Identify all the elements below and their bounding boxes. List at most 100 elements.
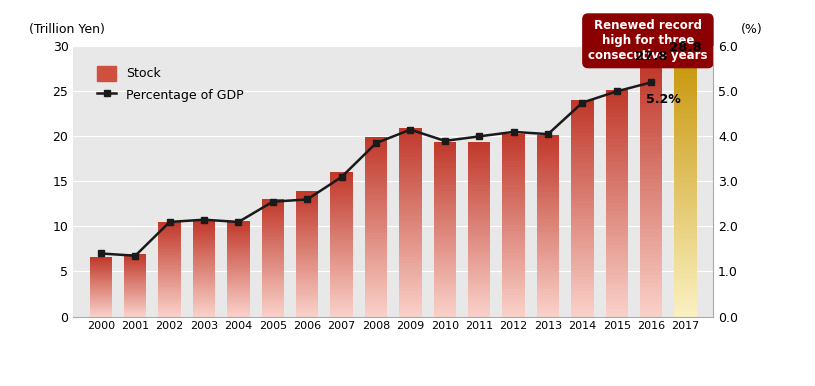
Bar — [640, 258, 663, 262]
Bar — [606, 283, 628, 286]
Bar — [502, 213, 525, 216]
Bar — [502, 170, 525, 173]
Bar — [606, 124, 628, 128]
Bar — [571, 165, 593, 169]
Bar — [434, 299, 456, 302]
Bar — [468, 159, 491, 162]
Bar — [158, 276, 181, 277]
Bar — [571, 205, 593, 208]
Bar — [193, 308, 215, 310]
Bar — [468, 194, 491, 197]
Bar — [502, 237, 525, 240]
Bar — [227, 310, 249, 312]
Bar — [193, 266, 215, 267]
Bar — [262, 313, 284, 315]
Bar — [158, 282, 181, 283]
Bar — [365, 203, 387, 206]
Bar — [675, 157, 697, 161]
Bar — [434, 313, 456, 317]
Bar — [571, 219, 593, 223]
Bar — [158, 315, 181, 317]
Bar — [399, 269, 421, 273]
Bar — [502, 259, 525, 262]
Bar — [606, 177, 628, 181]
Bar — [502, 210, 525, 213]
Bar — [227, 272, 249, 274]
Bar — [296, 237, 319, 239]
Bar — [90, 262, 112, 263]
Bar — [227, 264, 249, 266]
Bar — [296, 235, 319, 237]
Bar — [193, 262, 215, 264]
Bar — [606, 200, 628, 203]
Bar — [262, 240, 284, 242]
Bar — [434, 238, 456, 241]
Bar — [90, 283, 112, 284]
Bar — [227, 290, 249, 291]
Bar — [675, 165, 697, 169]
Bar — [399, 197, 421, 200]
Bar — [227, 305, 249, 307]
Bar — [158, 305, 181, 307]
Bar — [296, 291, 319, 294]
Bar — [158, 302, 181, 304]
Bar — [537, 289, 559, 292]
Bar — [365, 197, 387, 200]
Bar — [296, 273, 319, 275]
Bar — [640, 204, 663, 208]
Bar — [606, 207, 628, 211]
Bar — [158, 277, 181, 279]
Bar — [193, 278, 215, 280]
Bar — [571, 291, 593, 295]
Bar — [502, 286, 525, 289]
Bar — [158, 296, 181, 298]
Bar — [227, 230, 249, 232]
Bar — [571, 140, 593, 144]
Bar — [158, 280, 181, 282]
Bar — [468, 308, 491, 311]
Bar — [158, 266, 181, 267]
Bar — [640, 133, 663, 137]
Bar — [296, 310, 319, 312]
Bar — [365, 281, 387, 284]
Bar — [640, 220, 663, 225]
Bar — [193, 296, 215, 298]
Bar — [124, 295, 147, 296]
Bar — [193, 256, 215, 257]
Bar — [227, 235, 249, 237]
Bar — [434, 197, 456, 200]
Bar — [537, 204, 559, 207]
Bar — [502, 249, 525, 252]
Bar — [399, 191, 421, 194]
Bar — [434, 226, 456, 229]
Bar — [675, 100, 697, 105]
Bar — [502, 277, 525, 280]
Bar — [468, 186, 491, 188]
Bar — [606, 143, 628, 147]
Bar — [124, 296, 147, 297]
Bar — [468, 313, 491, 317]
Bar — [640, 254, 663, 258]
Bar — [330, 271, 353, 273]
Bar — [158, 233, 181, 235]
Bar — [330, 290, 353, 293]
Bar — [193, 261, 215, 262]
Bar — [124, 301, 147, 302]
Bar — [537, 177, 559, 180]
Bar — [193, 229, 215, 230]
Bar — [158, 252, 181, 254]
Bar — [193, 312, 215, 313]
Bar — [193, 259, 215, 261]
Bar — [468, 273, 491, 276]
Bar — [606, 113, 628, 117]
Bar — [640, 91, 663, 95]
Bar — [193, 275, 215, 277]
Bar — [262, 239, 284, 240]
Bar — [90, 310, 112, 311]
Bar — [502, 134, 525, 137]
Bar — [330, 269, 353, 271]
Bar — [537, 150, 559, 153]
Bar — [365, 191, 387, 194]
Bar — [330, 312, 353, 314]
Bar — [90, 289, 112, 290]
